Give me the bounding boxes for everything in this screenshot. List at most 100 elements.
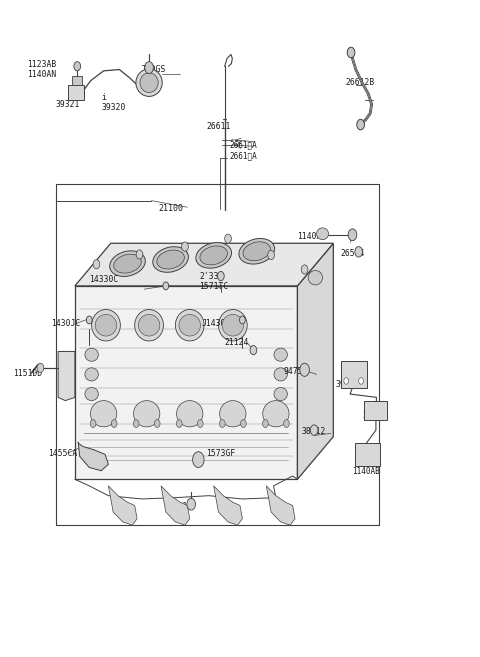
Circle shape xyxy=(111,420,117,428)
Ellipse shape xyxy=(110,251,145,277)
Circle shape xyxy=(133,420,139,428)
Circle shape xyxy=(268,250,275,260)
Polygon shape xyxy=(355,443,380,466)
Circle shape xyxy=(187,498,195,510)
Ellipse shape xyxy=(196,242,231,268)
Circle shape xyxy=(347,47,355,58)
Ellipse shape xyxy=(157,250,184,269)
Ellipse shape xyxy=(85,348,98,361)
Polygon shape xyxy=(108,486,137,525)
Text: 14330C: 14330C xyxy=(89,275,119,284)
Polygon shape xyxy=(298,243,333,480)
Ellipse shape xyxy=(308,271,323,285)
Ellipse shape xyxy=(200,246,228,265)
Text: 39321: 39321 xyxy=(56,100,80,109)
Text: 1140AI: 1140AI xyxy=(298,232,327,241)
Polygon shape xyxy=(364,401,387,420)
Circle shape xyxy=(93,260,100,269)
Circle shape xyxy=(357,120,364,130)
Ellipse shape xyxy=(274,388,288,401)
Circle shape xyxy=(181,242,188,251)
Circle shape xyxy=(86,316,92,324)
Text: 2ʹ33
1571TC: 2ʹ33 1571TC xyxy=(199,271,228,291)
Circle shape xyxy=(145,62,154,74)
Ellipse shape xyxy=(140,73,158,93)
Ellipse shape xyxy=(136,69,162,97)
Circle shape xyxy=(90,420,96,428)
Circle shape xyxy=(197,420,203,428)
Ellipse shape xyxy=(92,309,120,341)
Circle shape xyxy=(136,250,143,259)
Ellipse shape xyxy=(85,388,98,401)
Text: 1573GF: 1573GF xyxy=(206,449,236,457)
Circle shape xyxy=(355,246,362,257)
Ellipse shape xyxy=(85,368,98,381)
Text: 26612B: 26612B xyxy=(345,78,374,87)
Ellipse shape xyxy=(239,238,275,264)
Polygon shape xyxy=(266,486,295,525)
Polygon shape xyxy=(75,243,333,286)
Ellipse shape xyxy=(114,254,141,273)
Text: 1430JC: 1430JC xyxy=(51,319,80,328)
Text: 21100: 21100 xyxy=(158,204,184,213)
Text: 3921ʹ: 3921ʹ xyxy=(362,411,386,420)
Circle shape xyxy=(225,234,231,243)
Circle shape xyxy=(300,363,310,376)
Ellipse shape xyxy=(177,401,203,427)
Polygon shape xyxy=(214,486,242,525)
Circle shape xyxy=(176,420,182,428)
Ellipse shape xyxy=(175,309,204,341)
Ellipse shape xyxy=(274,348,288,361)
Text: J1430JC: J1430JC xyxy=(202,319,236,328)
Circle shape xyxy=(284,420,289,428)
Ellipse shape xyxy=(274,368,288,381)
Circle shape xyxy=(74,62,81,71)
Circle shape xyxy=(192,452,204,468)
Text: 26611: 26611 xyxy=(206,122,231,131)
Text: 2661ֿA
2661ֿA: 2661ֿA 2661ֿA xyxy=(229,141,257,160)
Text: 1123AB
1140AN: 1123AB 1140AN xyxy=(27,60,56,79)
Circle shape xyxy=(348,229,357,240)
Polygon shape xyxy=(58,351,75,401)
Ellipse shape xyxy=(135,309,163,341)
Text: 21124: 21124 xyxy=(225,338,249,348)
Circle shape xyxy=(359,378,363,384)
Ellipse shape xyxy=(263,401,289,427)
Polygon shape xyxy=(78,442,108,471)
Text: 39180: 39180 xyxy=(336,380,360,389)
Circle shape xyxy=(163,282,168,290)
Text: ʹ29FA
1140AB: ʹ29FA 1140AB xyxy=(352,457,380,476)
Circle shape xyxy=(344,378,348,384)
Ellipse shape xyxy=(153,247,189,272)
Circle shape xyxy=(219,420,225,428)
Circle shape xyxy=(263,420,268,428)
Polygon shape xyxy=(75,286,298,480)
Circle shape xyxy=(240,316,245,324)
Polygon shape xyxy=(340,361,367,388)
Circle shape xyxy=(217,271,224,281)
Circle shape xyxy=(311,425,318,436)
Circle shape xyxy=(240,420,246,428)
Ellipse shape xyxy=(95,315,117,336)
Text: 1455CA: 1455CA xyxy=(48,449,77,457)
Circle shape xyxy=(250,346,257,355)
Ellipse shape xyxy=(222,315,243,336)
Text: T20GS: T20GS xyxy=(142,65,166,74)
Circle shape xyxy=(301,265,308,274)
Text: 1151DD: 1151DD xyxy=(12,369,42,378)
Polygon shape xyxy=(68,85,84,101)
Ellipse shape xyxy=(90,401,117,427)
Ellipse shape xyxy=(218,309,247,341)
Ellipse shape xyxy=(243,242,271,261)
Text: 38612: 38612 xyxy=(301,427,325,436)
Circle shape xyxy=(37,363,44,373)
Text: i
39320: i 39320 xyxy=(101,93,126,112)
Polygon shape xyxy=(161,486,190,525)
Ellipse shape xyxy=(138,315,160,336)
Text: 265ʹ4: 265ʹ4 xyxy=(340,248,365,258)
Ellipse shape xyxy=(133,401,160,427)
Ellipse shape xyxy=(220,401,246,427)
Text: 94750: 94750 xyxy=(283,367,308,376)
Circle shape xyxy=(155,420,160,428)
Ellipse shape xyxy=(179,315,201,336)
